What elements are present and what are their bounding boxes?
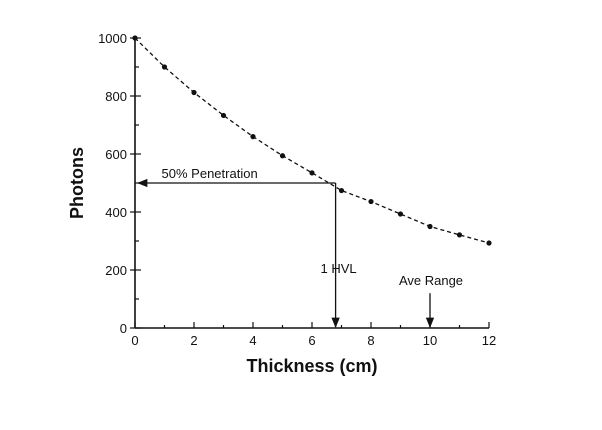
y-axis-title: Photons (67, 147, 87, 219)
data-point (191, 89, 197, 96)
data-point (368, 198, 374, 205)
data-point (456, 232, 463, 238)
x-tick-label: 2 (190, 333, 197, 348)
y-tick-label: 600 (105, 147, 127, 162)
data-point (397, 211, 404, 217)
series-line-0 (134, 37, 490, 244)
x-tick-label: 8 (367, 333, 374, 348)
penetration-label: 50% Penetration (162, 166, 258, 181)
series-group (132, 35, 492, 246)
data-point (309, 170, 315, 176)
x-axis-title: Thickness (cm) (246, 356, 377, 376)
data-point (250, 134, 256, 140)
data-point (427, 223, 433, 230)
y-tick-label: 200 (105, 263, 127, 278)
data-point (338, 187, 345, 194)
annotations-group: 50% Penetration 1 HVL Ave Range (136, 166, 463, 329)
ticks-group: 0 2 4 6 8 10 12 0 200 400 600 800 1000 (98, 31, 496, 348)
data-point (486, 240, 492, 246)
y-tick-label: 400 (105, 205, 127, 220)
x-tick-label: 4 (249, 333, 256, 348)
x-tick-label: 0 (131, 333, 138, 348)
data-point (132, 35, 138, 41)
x-tick-label: 12 (482, 333, 496, 348)
ave-range-label: Ave Range (399, 273, 463, 288)
data-point (161, 64, 168, 70)
x-tick-label: 10 (423, 333, 437, 348)
y-tick-label: 1000 (98, 31, 127, 46)
y-tick-label: 0 (120, 321, 127, 336)
x-tick-label: 6 (308, 333, 315, 348)
hvl-label: 1 HVL (321, 261, 357, 276)
data-point (220, 112, 227, 119)
data-point (279, 153, 286, 159)
y-tick-label: 800 (105, 89, 127, 104)
